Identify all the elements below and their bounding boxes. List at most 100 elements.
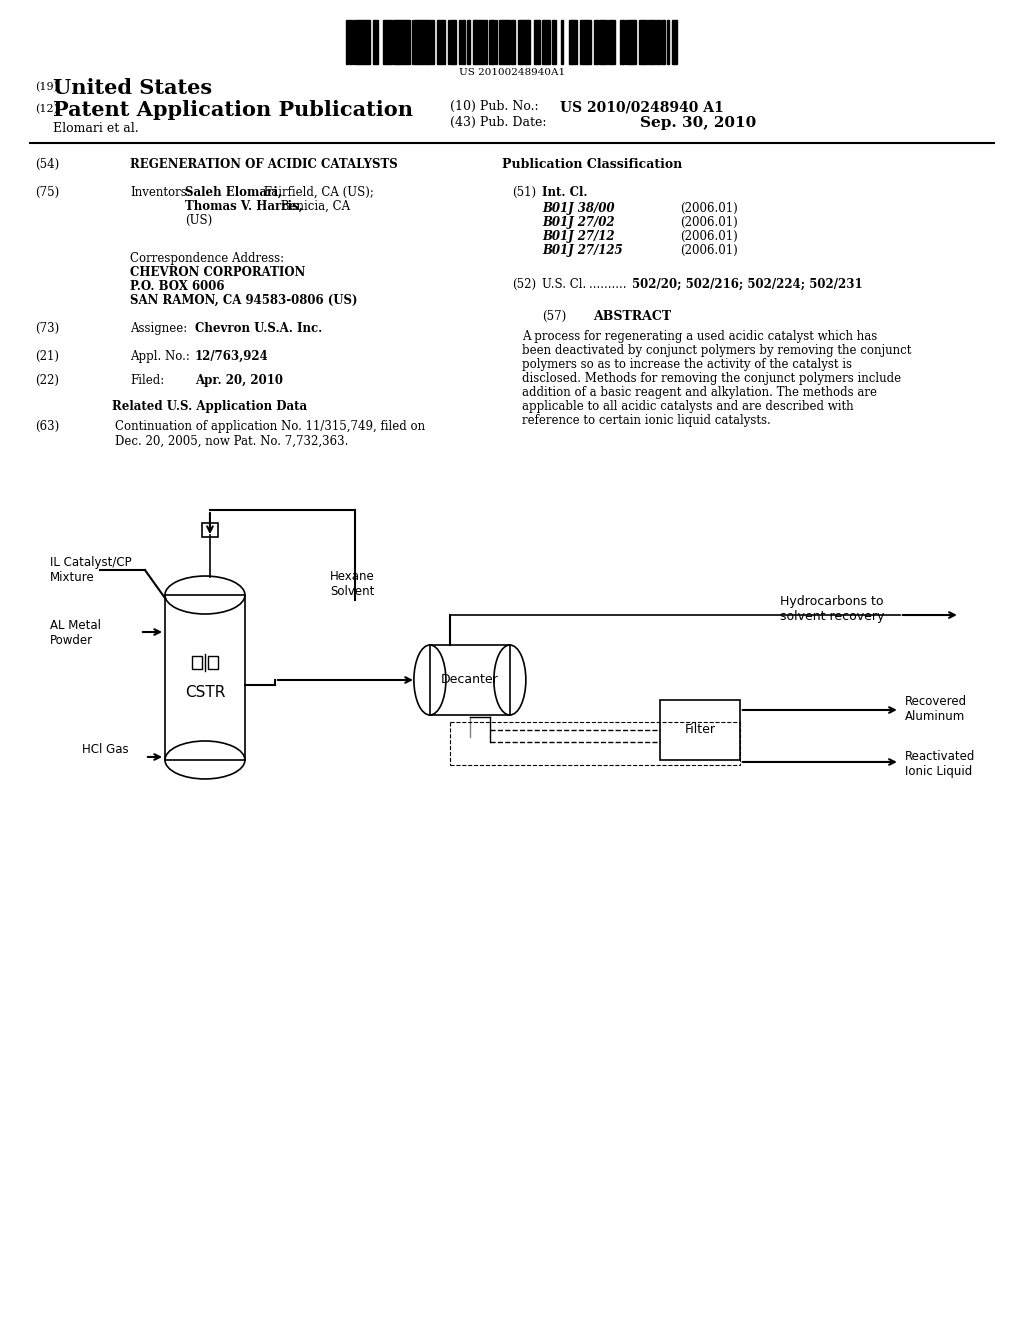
Text: Recovered
Aluminum: Recovered Aluminum [905, 696, 967, 723]
Bar [202, 523, 218, 537]
Text: REGENERATION OF ACIDIC CATALYSTS: REGENERATION OF ACIDIC CATALYSTS [130, 158, 397, 172]
Text: (75): (75) [35, 186, 59, 199]
Text: (22): (22) [35, 374, 59, 387]
Bar [358, 20, 360, 65]
Bar [400, 20, 403, 65]
Bar [581, 20, 584, 65]
Text: Elomari et al.: Elomari et al. [53, 123, 138, 135]
Text: B01J 27/125: B01J 27/125 [542, 244, 623, 257]
Bar [355, 20, 358, 65]
Text: (2006.01): (2006.01) [680, 202, 737, 215]
Bar [430, 645, 510, 715]
Text: HCl Gas: HCl Gas [82, 743, 129, 756]
Bar [553, 20, 556, 65]
Text: Thomas V. Harris,: Thomas V. Harris, [185, 201, 303, 213]
Bar [628, 20, 631, 65]
Text: (2006.01): (2006.01) [680, 244, 737, 257]
Bar [649, 20, 652, 65]
Bar [488, 20, 492, 65]
Text: CHEVRON CORPORATION: CHEVRON CORPORATION [130, 267, 305, 279]
Text: Inventors:: Inventors: [130, 186, 190, 199]
Text: (43) Pub. Date:: (43) Pub. Date: [450, 116, 547, 129]
Text: Related U.S. Application Data: Related U.S. Application Data [113, 400, 307, 413]
Text: Filter: Filter [684, 723, 716, 737]
Text: 502/20; 502/216; 502/224; 502/231: 502/20; 502/216; 502/224; 502/231 [632, 279, 862, 292]
Text: Reactivated
Ionic Liquid: Reactivated Ionic Liquid [905, 750, 975, 777]
Bar [659, 700, 739, 760]
Text: Hexane
Solvent: Hexane Solvent [330, 570, 375, 598]
Text: Apr. 20, 2010: Apr. 20, 2010 [195, 374, 283, 387]
Bar [508, 20, 510, 65]
Text: (51): (51) [512, 186, 536, 199]
Bar [504, 20, 507, 65]
Text: Continuation of application No. 11/315,749, filed on
Dec. 20, 2005, now Pat. No.: Continuation of application No. 11/315,7… [115, 420, 425, 447]
Bar [656, 20, 659, 65]
Text: (19): (19) [35, 82, 58, 92]
Bar [442, 20, 444, 65]
Text: disclosed. Methods for removing the conjunct polymers include: disclosed. Methods for removing the conj… [522, 372, 901, 385]
Text: been deactivated by conjunct polymers by removing the conjunct: been deactivated by conjunct polymers by… [522, 345, 911, 358]
Bar [522, 20, 525, 65]
Text: (12): (12) [35, 104, 58, 115]
Text: A process for regenerating a used acidic catalyst which has: A process for regenerating a used acidic… [522, 330, 878, 343]
Text: ..........: .......... [589, 279, 634, 292]
Text: applicable to all acidic catalysts and are described with: applicable to all acidic catalysts and a… [522, 400, 853, 413]
Bar [672, 20, 675, 65]
Bar [569, 20, 570, 65]
Bar [574, 20, 577, 65]
Bar [439, 20, 442, 65]
Text: 12/763,924: 12/763,924 [195, 350, 268, 363]
Bar [542, 20, 544, 65]
Bar [594, 20, 597, 65]
Bar [420, 20, 423, 65]
Text: Int. Cl.: Int. Cl. [542, 186, 588, 199]
Bar [621, 20, 623, 65]
Text: Hydrocarbons to
solvent recovery: Hydrocarbons to solvent recovery [780, 595, 884, 623]
Bar [349, 20, 352, 65]
Text: US 2010/0248940 A1: US 2010/0248940 A1 [560, 100, 724, 114]
Text: (52): (52) [512, 279, 536, 292]
Text: (57): (57) [542, 310, 566, 323]
Bar [453, 20, 456, 65]
Bar [611, 20, 614, 65]
Bar [645, 20, 647, 65]
Bar [660, 20, 664, 65]
Bar [527, 20, 528, 65]
Text: Benicia, CA: Benicia, CA [276, 201, 350, 213]
Text: Patent Application Publication: Patent Application Publication [53, 100, 413, 120]
Text: (US): (US) [185, 214, 212, 227]
Bar [544, 20, 546, 65]
Bar [667, 20, 669, 65]
Bar [511, 20, 513, 65]
Text: B01J 27/02: B01J 27/02 [542, 216, 614, 230]
Bar [639, 20, 641, 65]
Text: B01J 38/00: B01J 38/00 [542, 202, 614, 215]
Text: CSTR: CSTR [184, 685, 225, 700]
Bar [191, 656, 202, 669]
Bar [423, 20, 426, 65]
Text: (21): (21) [35, 350, 59, 363]
Text: Chevron U.S.A. Inc.: Chevron U.S.A. Inc. [195, 322, 323, 335]
Text: (54): (54) [35, 158, 59, 172]
Text: addition of a basic reagent and alkylation. The methods are: addition of a basic reagent and alkylati… [522, 385, 877, 399]
Bar [383, 20, 386, 65]
Bar [536, 20, 538, 65]
Bar [366, 20, 368, 65]
Bar [407, 20, 410, 65]
Bar [483, 20, 485, 65]
Text: Assignee:: Assignee: [130, 322, 187, 335]
Text: P.O. BOX 6006: P.O. BOX 6006 [130, 280, 224, 293]
Text: Decanter: Decanter [441, 673, 499, 686]
Text: Appl. No.:: Appl. No.: [130, 350, 189, 363]
Text: (73): (73) [35, 322, 59, 335]
Bar [374, 20, 377, 65]
Text: (10) Pub. No.:: (10) Pub. No.: [450, 100, 539, 114]
Bar [361, 20, 365, 65]
Text: ABSTRACT: ABSTRACT [593, 310, 671, 323]
Text: (2006.01): (2006.01) [680, 230, 737, 243]
Text: reference to certain ionic liquid catalysts.: reference to certain ionic liquid cataly… [522, 414, 771, 428]
Bar [208, 656, 218, 669]
Bar [426, 20, 429, 65]
Text: IL Catalyst/CP
Mixture: IL Catalyst/CP Mixture [50, 556, 132, 583]
Bar [386, 20, 389, 65]
